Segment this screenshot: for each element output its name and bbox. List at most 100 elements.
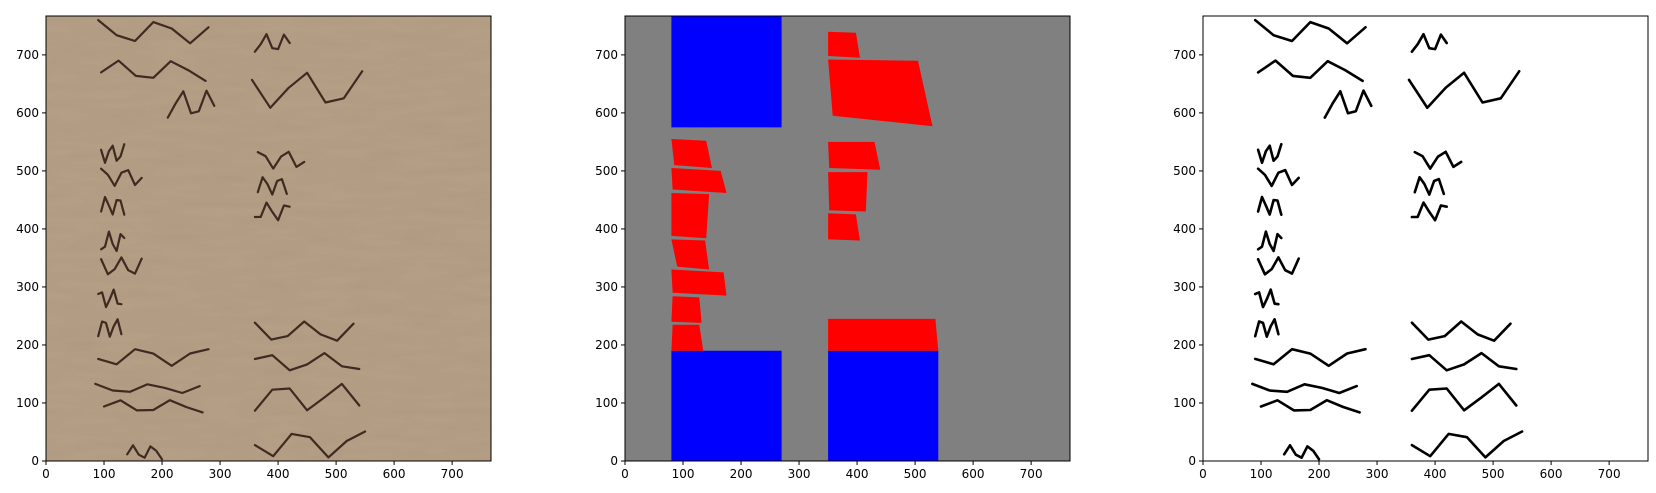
ink-stroke bbox=[126, 444, 164, 461]
y-tick-label: 600 bbox=[16, 106, 39, 120]
red-region bbox=[828, 213, 860, 241]
binarized-stroke bbox=[1256, 256, 1300, 276]
y-tick-label: 300 bbox=[16, 280, 39, 294]
binarized-stroke bbox=[1410, 201, 1448, 222]
red-region bbox=[828, 59, 933, 127]
ink-stroke bbox=[256, 176, 288, 196]
y-tick-label: 400 bbox=[595, 222, 618, 236]
ink-stroke bbox=[253, 201, 291, 222]
panel-binarized: 0 100 200 300 400 500 600 700 0 100 200 300 400 500 60… bbox=[1173, 15, 1649, 481]
binarized-stroke bbox=[1282, 444, 1321, 461]
x-tick-label: 300 bbox=[788, 467, 811, 481]
binarized-stroke bbox=[1256, 59, 1364, 83]
x-tick-label: 0 bbox=[1199, 467, 1207, 481]
binarized-stroke bbox=[1253, 347, 1367, 368]
red-region bbox=[828, 31, 860, 58]
x-tick-label: 0 bbox=[42, 467, 50, 481]
ink-stroke bbox=[102, 399, 204, 414]
binarized-stroke bbox=[1256, 195, 1283, 216]
y-tick-label: 0 bbox=[610, 454, 618, 468]
binarized-stroke bbox=[1253, 18, 1367, 45]
ink-stroke bbox=[166, 89, 216, 119]
binarized-stroke bbox=[1413, 175, 1446, 196]
blue-region bbox=[828, 350, 939, 461]
binarized-stroke bbox=[1413, 150, 1463, 170]
x-tick-label: 200 bbox=[151, 467, 174, 481]
original-scan-image bbox=[46, 16, 491, 461]
red-region bbox=[671, 239, 710, 270]
x-tick-label: 400 bbox=[267, 467, 290, 481]
x-tick-label: 500 bbox=[904, 467, 927, 481]
red-region bbox=[671, 296, 702, 323]
red-region bbox=[671, 139, 712, 168]
panel-binarized-axes: 0 100 200 300 400 500 600 700 0 100 200 300 400 500 60… bbox=[1173, 48, 1620, 481]
y-tick-label: 100 bbox=[595, 396, 618, 410]
binarized-stroke bbox=[1251, 382, 1358, 395]
y-tick-label: 200 bbox=[16, 338, 39, 352]
y-tick-label: 600 bbox=[595, 106, 618, 120]
panel-original-frame bbox=[45, 15, 492, 462]
y-tick-label: 700 bbox=[1173, 48, 1196, 62]
red-region bbox=[671, 168, 727, 193]
y-tick-label: 100 bbox=[1173, 396, 1196, 410]
x-tick-label: 100 bbox=[93, 467, 116, 481]
ink-stroke bbox=[253, 430, 367, 459]
ink-stroke bbox=[253, 382, 361, 412]
ink-stroke bbox=[100, 195, 126, 216]
y-tick-label: 300 bbox=[1173, 280, 1196, 294]
binarized-stroke bbox=[1256, 167, 1300, 188]
binarized-stroke bbox=[1253, 288, 1280, 309]
ink-stroke bbox=[97, 19, 210, 45]
panel-binarized-frame bbox=[1202, 15, 1649, 462]
panel-mask: 0 100 200 300 400 500 600 700 0 100 200 300 400 500 60… bbox=[595, 15, 1071, 481]
ink-stroke bbox=[100, 256, 143, 276]
red-region bbox=[828, 141, 881, 170]
ink-stroke bbox=[253, 320, 355, 342]
ink-stroke bbox=[97, 288, 123, 309]
panel-mask-frame bbox=[624, 15, 1071, 462]
x-tick-label: 700 bbox=[1020, 467, 1043, 481]
blue-region bbox=[671, 16, 782, 128]
x-tick-label: 100 bbox=[1250, 467, 1273, 481]
y-tick-label: 500 bbox=[16, 164, 39, 178]
red-region bbox=[828, 172, 868, 212]
x-tick-label: 300 bbox=[209, 467, 232, 481]
red-region bbox=[671, 269, 727, 296]
red-region bbox=[671, 324, 704, 351]
y-tick-label: 500 bbox=[1173, 164, 1196, 178]
y-tick-label: 0 bbox=[1188, 454, 1196, 468]
x-tick-label: 500 bbox=[325, 467, 348, 481]
y-tick-label: 400 bbox=[1173, 222, 1196, 236]
x-tick-label: 400 bbox=[846, 467, 869, 481]
y-tick-label: 0 bbox=[31, 454, 39, 468]
ink-stroke bbox=[253, 33, 291, 53]
x-tick-label: 300 bbox=[1366, 467, 1389, 481]
x-tick-label: 500 bbox=[1482, 467, 1505, 481]
binarized-stroke bbox=[1410, 430, 1524, 459]
x-tick-label: 600 bbox=[383, 467, 406, 481]
panel-mask-axes: 0 100 200 300 400 500 600 700 0 100 200 300 400 500 60… bbox=[595, 48, 1042, 481]
panel-original: 0 100 200 300 400 500 600 700 0 100 200 300 400 500 60… bbox=[16, 15, 492, 481]
ink-stroke bbox=[97, 318, 123, 338]
binarized-stroke bbox=[1256, 142, 1283, 165]
x-tick-label: 100 bbox=[672, 467, 695, 481]
binarized-stroke bbox=[1407, 70, 1521, 110]
binarized-stroke bbox=[1410, 382, 1518, 412]
ink-stroke bbox=[100, 143, 126, 164]
binarized-stroke bbox=[1256, 230, 1283, 253]
panel-original-axes: 0 100 200 300 400 500 600 700 0 100 200 300 400 500 60… bbox=[16, 48, 463, 481]
x-tick-label: 400 bbox=[1424, 467, 1447, 481]
ink-stroke bbox=[250, 70, 364, 109]
binarized-stroke bbox=[1410, 320, 1512, 342]
red-region bbox=[671, 193, 710, 239]
y-tick-label: 500 bbox=[595, 164, 618, 178]
ink-stroke bbox=[100, 230, 126, 253]
y-tick-label: 400 bbox=[16, 222, 39, 236]
x-tick-label: 0 bbox=[621, 467, 629, 481]
x-tick-label: 600 bbox=[962, 467, 985, 481]
binarized-stroke bbox=[1253, 318, 1280, 338]
ink-stroke bbox=[253, 352, 361, 372]
blue-region bbox=[671, 350, 782, 461]
y-tick-label: 700 bbox=[595, 48, 618, 62]
